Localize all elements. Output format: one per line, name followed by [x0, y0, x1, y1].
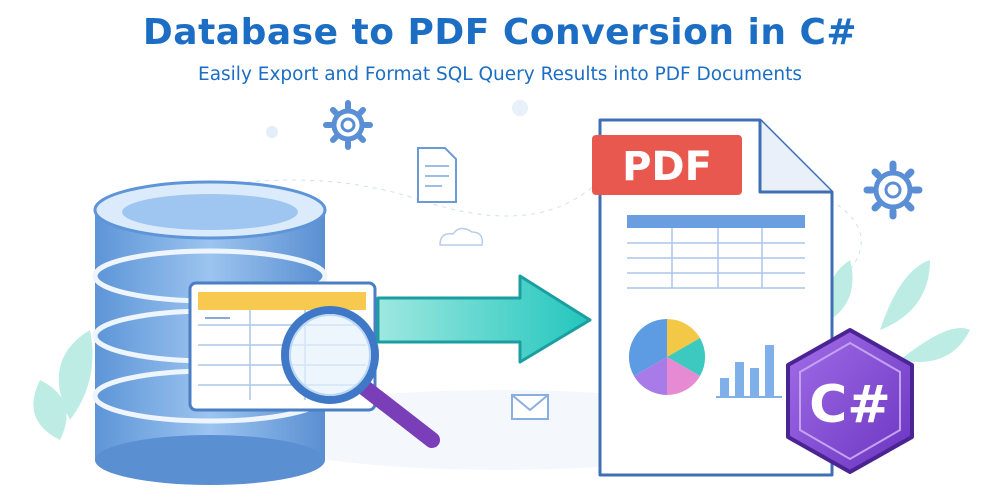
csharp-logo: C# [786, 328, 914, 474]
page-title: Database to PDF Conversion in C# [142, 12, 858, 53]
pie-chart-icon [628, 318, 706, 396]
magnifier-icon [281, 306, 440, 448]
pdf-badge: PDF [592, 135, 742, 195]
document-icon [417, 147, 457, 203]
csharp-label: C# [809, 375, 891, 435]
cloud-icon [439, 227, 484, 246]
page-subtitle: Easily Export and Format SQL Query Resul… [198, 64, 802, 85]
arrow-right-icon [376, 274, 592, 364]
bar-chart-icon [716, 345, 782, 398]
gear-icon [863, 160, 923, 220]
envelope-icon [511, 394, 549, 420]
pdf-badge-label: PDF [622, 144, 712, 190]
gear-icon [323, 100, 373, 150]
leaf-decoration [33, 260, 970, 440]
